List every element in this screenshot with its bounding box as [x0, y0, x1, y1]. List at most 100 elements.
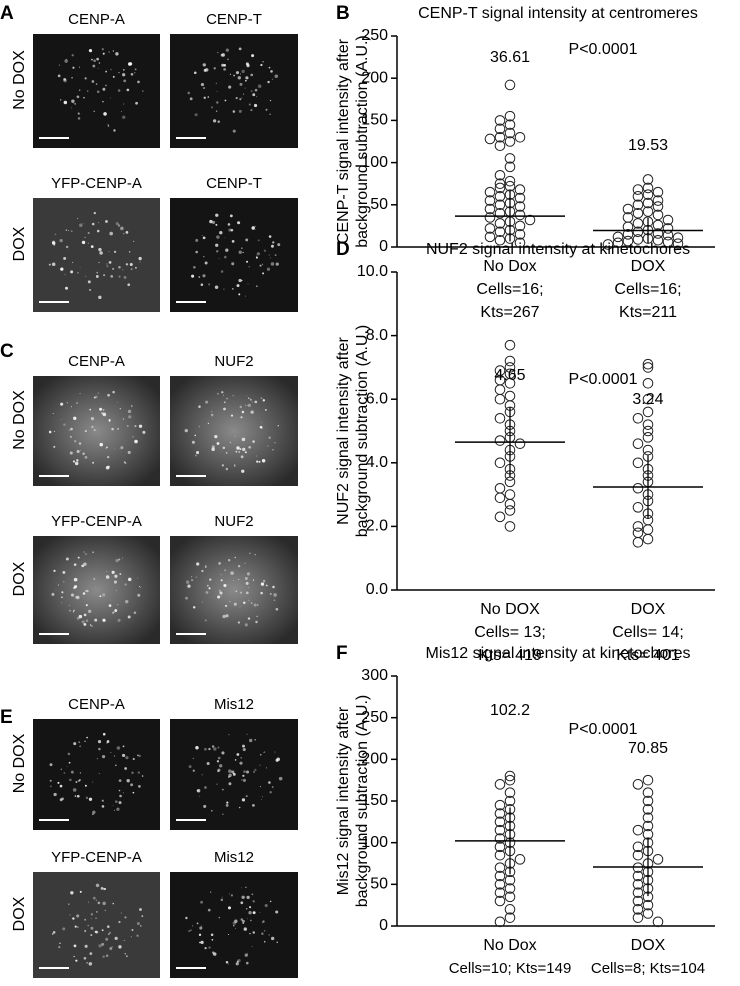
speckle — [102, 618, 106, 622]
speckle — [222, 614, 226, 619]
data-point — [494, 384, 506, 395]
data-point — [494, 226, 506, 238]
data-point — [662, 214, 674, 226]
speckle — [250, 602, 253, 604]
speckle — [217, 120, 220, 123]
speckle — [233, 580, 234, 582]
speckle — [98, 295, 102, 300]
speckle — [138, 424, 143, 428]
speckle — [74, 102, 77, 105]
speckle — [102, 87, 106, 91]
data-point — [642, 378, 654, 389]
speckle — [105, 220, 108, 223]
speckle — [221, 896, 223, 898]
chart-title: Mis12 signal intensity at kinetochores — [425, 645, 690, 662]
speckle — [224, 604, 228, 608]
speckle — [188, 930, 191, 933]
speckle — [216, 250, 219, 253]
speckle — [248, 103, 251, 106]
data-point — [642, 174, 654, 185]
speckle — [260, 63, 263, 67]
data-point — [524, 214, 536, 226]
y-tick-label: 4.0 — [366, 454, 388, 471]
speckle — [242, 447, 246, 452]
speckle — [57, 584, 60, 586]
speckle — [86, 589, 89, 593]
speckle — [93, 59, 96, 63]
speckle — [205, 400, 209, 404]
speckle — [209, 578, 212, 581]
speckle — [111, 946, 113, 948]
speckle — [249, 552, 251, 555]
speckle — [132, 436, 134, 438]
speckle — [134, 72, 136, 74]
image-label: NUF2 — [214, 353, 253, 370]
speckle — [89, 408, 92, 411]
speckle — [113, 580, 118, 584]
speckle — [210, 933, 214, 937]
speckle — [241, 437, 246, 442]
speckle — [109, 947, 113, 950]
speckle — [201, 774, 203, 776]
speckle — [241, 410, 245, 414]
speckle — [103, 112, 107, 116]
speckle — [216, 101, 219, 104]
speckle — [228, 893, 230, 895]
speckle — [241, 779, 243, 781]
data-point — [504, 378, 516, 389]
speckle — [255, 256, 258, 259]
image-label: Mis12 — [214, 696, 254, 713]
speckle — [63, 772, 66, 774]
speckle — [227, 906, 232, 910]
speckle — [247, 918, 248, 920]
speckle — [70, 270, 74, 274]
speckle — [239, 405, 243, 409]
p-value: P<0.0001 — [569, 721, 638, 738]
speckle — [232, 924, 235, 927]
speckle — [257, 604, 259, 606]
speckle — [76, 95, 80, 99]
speckle — [69, 451, 73, 455]
speckle — [201, 235, 203, 236]
speckle — [118, 71, 120, 74]
data-point — [632, 457, 644, 469]
speckle — [118, 801, 122, 805]
category-note: Kts= 401 — [616, 647, 680, 664]
speckle — [234, 556, 236, 559]
data-point — [494, 234, 506, 246]
speckle — [215, 223, 218, 226]
speckle — [52, 241, 56, 245]
speckle — [245, 76, 249, 80]
speckle — [85, 275, 87, 277]
speckle — [276, 757, 280, 761]
speckle — [196, 922, 199, 925]
speckle — [187, 584, 191, 588]
data-point — [632, 438, 644, 450]
speckle — [94, 395, 98, 399]
speckle — [95, 83, 98, 85]
speckle — [92, 461, 95, 464]
speckle — [263, 940, 266, 943]
speckle — [114, 448, 116, 450]
data-point — [504, 774, 516, 786]
speckle — [221, 751, 225, 755]
speckle — [85, 796, 89, 800]
data-point — [494, 862, 506, 873]
speckle — [112, 75, 115, 78]
data-point — [504, 161, 516, 173]
speckle — [236, 446, 240, 450]
speckle — [254, 88, 258, 92]
speckle — [122, 418, 125, 420]
speckle — [227, 223, 231, 226]
speckle — [99, 407, 103, 411]
speckle — [73, 577, 78, 582]
speckle — [139, 586, 141, 588]
speckle — [98, 261, 100, 264]
micrograph-bg — [33, 198, 160, 312]
speckle — [191, 579, 193, 582]
speckle — [238, 109, 242, 113]
speckle — [217, 756, 221, 760]
speckle — [106, 265, 109, 268]
micrograph — [170, 719, 298, 830]
speckle — [187, 91, 191, 95]
